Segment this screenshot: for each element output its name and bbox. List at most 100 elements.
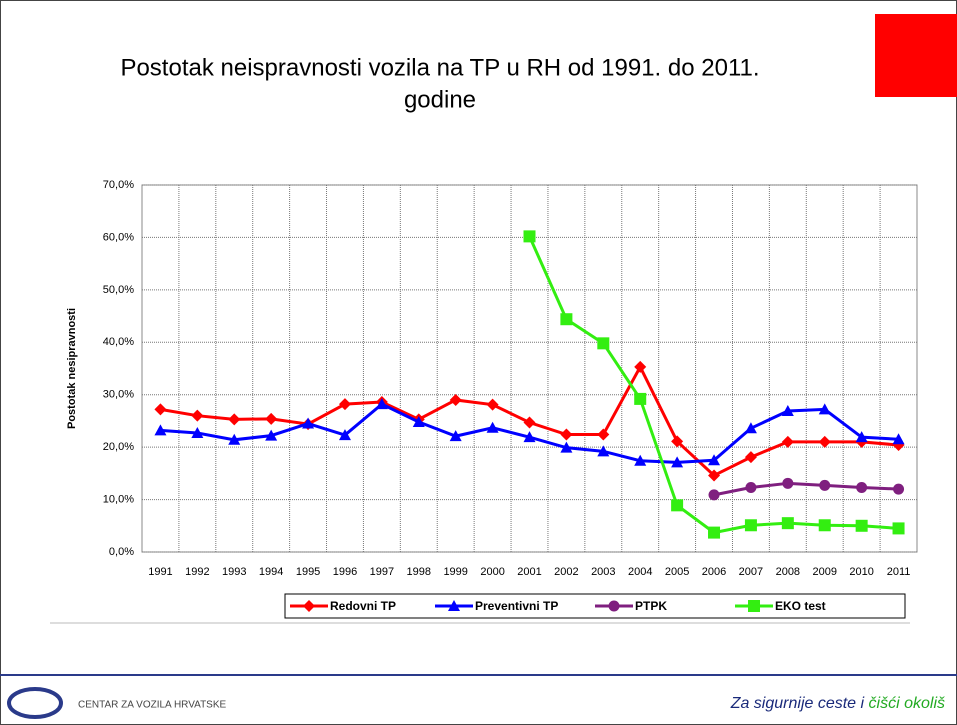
x-tick-label: 1998 bbox=[407, 566, 431, 578]
logo bbox=[7, 687, 63, 719]
marker bbox=[634, 392, 647, 405]
x-tick-label: 2003 bbox=[591, 566, 615, 578]
marker bbox=[818, 519, 831, 532]
red-block bbox=[875, 14, 957, 97]
marker bbox=[523, 230, 536, 243]
marker bbox=[782, 477, 794, 489]
y-tick-label: 0,0% bbox=[109, 546, 134, 558]
x-tick-label: 1999 bbox=[443, 566, 467, 578]
marker bbox=[608, 600, 620, 612]
x-tick-label: 1993 bbox=[222, 566, 246, 578]
x-tick-label: 1996 bbox=[333, 566, 357, 578]
x-tick-label: 2002 bbox=[554, 566, 578, 578]
marker bbox=[855, 519, 868, 532]
marker bbox=[154, 424, 167, 436]
marker bbox=[448, 600, 460, 611]
y-tick-label: 40,0% bbox=[103, 336, 134, 348]
marker bbox=[523, 431, 536, 443]
marker bbox=[856, 482, 868, 494]
marker bbox=[748, 600, 760, 612]
y-tick-label: 20,0% bbox=[103, 441, 134, 453]
x-tick-label: 2000 bbox=[480, 566, 504, 578]
marker bbox=[338, 398, 351, 411]
x-tick-label: 2011 bbox=[887, 566, 911, 578]
x-tick-label: 2006 bbox=[702, 566, 726, 578]
plot-area bbox=[141, 184, 918, 553]
marker bbox=[855, 431, 868, 443]
x-tick-label: 2010 bbox=[849, 566, 873, 578]
footer-slogan: Za sigurnije ceste i čišći okoliš bbox=[730, 695, 945, 712]
x-tick-label: 1997 bbox=[370, 566, 394, 578]
y-tick-label: 70,0% bbox=[103, 179, 134, 191]
footer-org: CENTAR ZA VOZILA HRVATSKE bbox=[78, 700, 227, 711]
marker bbox=[523, 416, 536, 429]
x-tick-label: 1995 bbox=[296, 566, 320, 578]
marker bbox=[191, 409, 204, 422]
marker bbox=[449, 393, 462, 406]
marker bbox=[671, 499, 684, 512]
marker bbox=[265, 429, 278, 441]
marker bbox=[597, 428, 610, 441]
legend-label: PTPK bbox=[635, 599, 667, 613]
marker bbox=[744, 451, 757, 464]
marker bbox=[265, 412, 278, 425]
legend-label: Preventivni TP bbox=[475, 599, 558, 613]
marker bbox=[708, 469, 721, 482]
marker bbox=[228, 433, 241, 445]
slogan-part: Za sigurnije ceste i bbox=[730, 695, 865, 712]
marker bbox=[191, 426, 204, 438]
marker bbox=[781, 435, 794, 448]
marker bbox=[302, 417, 315, 429]
x-tick-label: 2001 bbox=[517, 566, 541, 578]
marker bbox=[892, 522, 905, 535]
x-tick-label: 1994 bbox=[259, 566, 283, 578]
marker bbox=[744, 422, 757, 434]
marker bbox=[671, 456, 684, 468]
legend-label: Redovni TP bbox=[330, 599, 396, 613]
marker bbox=[708, 489, 720, 501]
x-tick-label: 1992 bbox=[185, 566, 209, 578]
marker bbox=[819, 479, 831, 491]
marker bbox=[634, 360, 647, 373]
marker bbox=[228, 413, 241, 426]
marker bbox=[634, 454, 647, 466]
marker bbox=[412, 415, 425, 427]
marker bbox=[375, 398, 388, 410]
marker bbox=[892, 433, 905, 445]
marker bbox=[781, 517, 794, 530]
marker bbox=[303, 600, 315, 612]
marker bbox=[781, 404, 794, 416]
y-axis-label: Postotak nesipravnosti bbox=[66, 308, 78, 429]
x-tick-label: 2007 bbox=[739, 566, 763, 578]
marker bbox=[708, 454, 721, 466]
marker bbox=[597, 337, 610, 350]
marker bbox=[560, 441, 573, 453]
marker bbox=[818, 403, 831, 415]
legend-label: EKO test bbox=[775, 599, 826, 613]
marker bbox=[560, 313, 573, 326]
marker bbox=[745, 482, 757, 494]
marker bbox=[338, 429, 351, 441]
y-tick-label: 50,0% bbox=[103, 284, 134, 296]
y-tick-label: 60,0% bbox=[103, 231, 134, 243]
marker bbox=[818, 435, 831, 448]
title: godine bbox=[404, 86, 476, 113]
marker bbox=[708, 526, 721, 539]
marker bbox=[671, 435, 684, 448]
series-line bbox=[713, 481, 899, 497]
marker bbox=[597, 445, 610, 457]
x-tick-label: 2009 bbox=[812, 566, 836, 578]
marker bbox=[560, 428, 573, 441]
marker bbox=[744, 519, 757, 532]
title: Postotak neispravnosti vozila na TP u RH… bbox=[120, 54, 759, 81]
x-tick-label: 2005 bbox=[665, 566, 689, 578]
chart: 0,0% 10,0% 20,0% 30,0% 40,0% 50,0% 60,0% 70,0% 1… bbox=[66, 179, 918, 619]
slogan-part: čišći okoliš bbox=[869, 695, 945, 712]
x-tick-label: 2008 bbox=[776, 566, 800, 578]
marker bbox=[893, 483, 905, 495]
x-tick-label: 2004 bbox=[628, 566, 652, 578]
marker bbox=[486, 398, 499, 411]
marker bbox=[449, 430, 462, 442]
y-tick-label: 30,0% bbox=[103, 389, 134, 401]
